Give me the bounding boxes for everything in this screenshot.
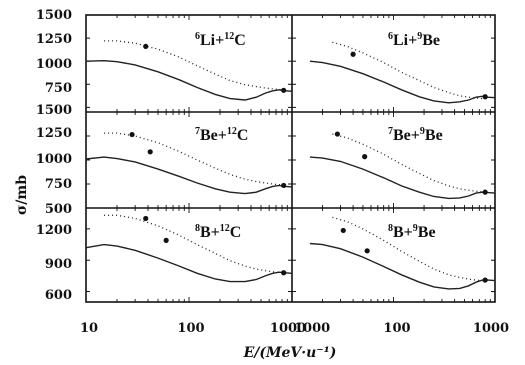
panel-frames [85, 14, 496, 303]
panel-label-6: 8B+9Be [388, 223, 436, 241]
dotted-curve [104, 40, 283, 91]
data-point [362, 154, 368, 160]
panel-label-5: 8B+12C [195, 223, 241, 241]
panel-label-2: 6Li+9Be [388, 31, 440, 49]
dotted-curve [104, 132, 283, 186]
y-tick-label: 1250 [36, 126, 72, 141]
panel-3 [85, 112, 293, 208]
data-point [340, 227, 346, 234]
data-point [147, 149, 153, 155]
panel-label-1: 6Li+12C [195, 31, 246, 49]
plot-layer [85, 15, 496, 302]
outer-frame [85, 14, 496, 303]
y-tick-label: 1500 [36, 8, 72, 23]
y-tick-label: 600 [45, 288, 72, 303]
dotted-curve [104, 214, 283, 274]
y-tick-label: 500 [45, 202, 72, 217]
data-point [129, 131, 135, 138]
solid-curve [309, 242, 496, 290]
panel-label-3: 7Be+12C [195, 126, 248, 144]
y-tick-label: 1000 [36, 152, 72, 167]
panel-2 [292, 15, 496, 112]
data-point [350, 51, 356, 57]
y-axis-title: σ/mb [14, 175, 30, 215]
solid-curve [85, 156, 293, 195]
solid-curve [309, 60, 496, 104]
data-point [482, 277, 488, 283]
x-tick-label: 100 [383, 321, 410, 336]
data-point [163, 237, 169, 243]
data-point [143, 43, 149, 50]
data-point [482, 189, 488, 195]
panel-1 [85, 15, 293, 112]
x-tick-label: 1000 [270, 321, 306, 336]
panel-6 [292, 208, 496, 302]
y-tick-label: 1250 [36, 32, 72, 47]
data-point [143, 215, 149, 222]
data-point [482, 94, 488, 100]
solid-curve [309, 156, 496, 200]
y-tick-label: 1200 [36, 223, 72, 238]
data-point [364, 248, 370, 254]
y-tick-label: 750 [45, 81, 72, 96]
y-tick-label: 1500 [36, 103, 72, 118]
panel-5 [85, 208, 293, 302]
panel-label-4: 7Be+9Be [388, 126, 443, 144]
x-tick-label: 1000 [473, 321, 509, 336]
solid-curve [85, 59, 293, 101]
panel-4 [292, 112, 496, 208]
x-tick-label: 1000 [294, 321, 330, 336]
x-tick-label: 100 [177, 321, 204, 336]
data-point [281, 182, 287, 189]
x-tick-label: 10 [80, 321, 98, 336]
y-tick-label: 900 [45, 257, 72, 272]
data-point [281, 87, 287, 93]
data-point [334, 131, 340, 137]
dotted-curve [332, 41, 483, 100]
solid-curve [85, 243, 293, 283]
x-axis-title: E/(MeV·u⁻¹) [243, 345, 337, 361]
y-tick-label: 1000 [36, 57, 72, 72]
y-tick-label: 750 [45, 177, 72, 192]
data-point [281, 270, 287, 276]
